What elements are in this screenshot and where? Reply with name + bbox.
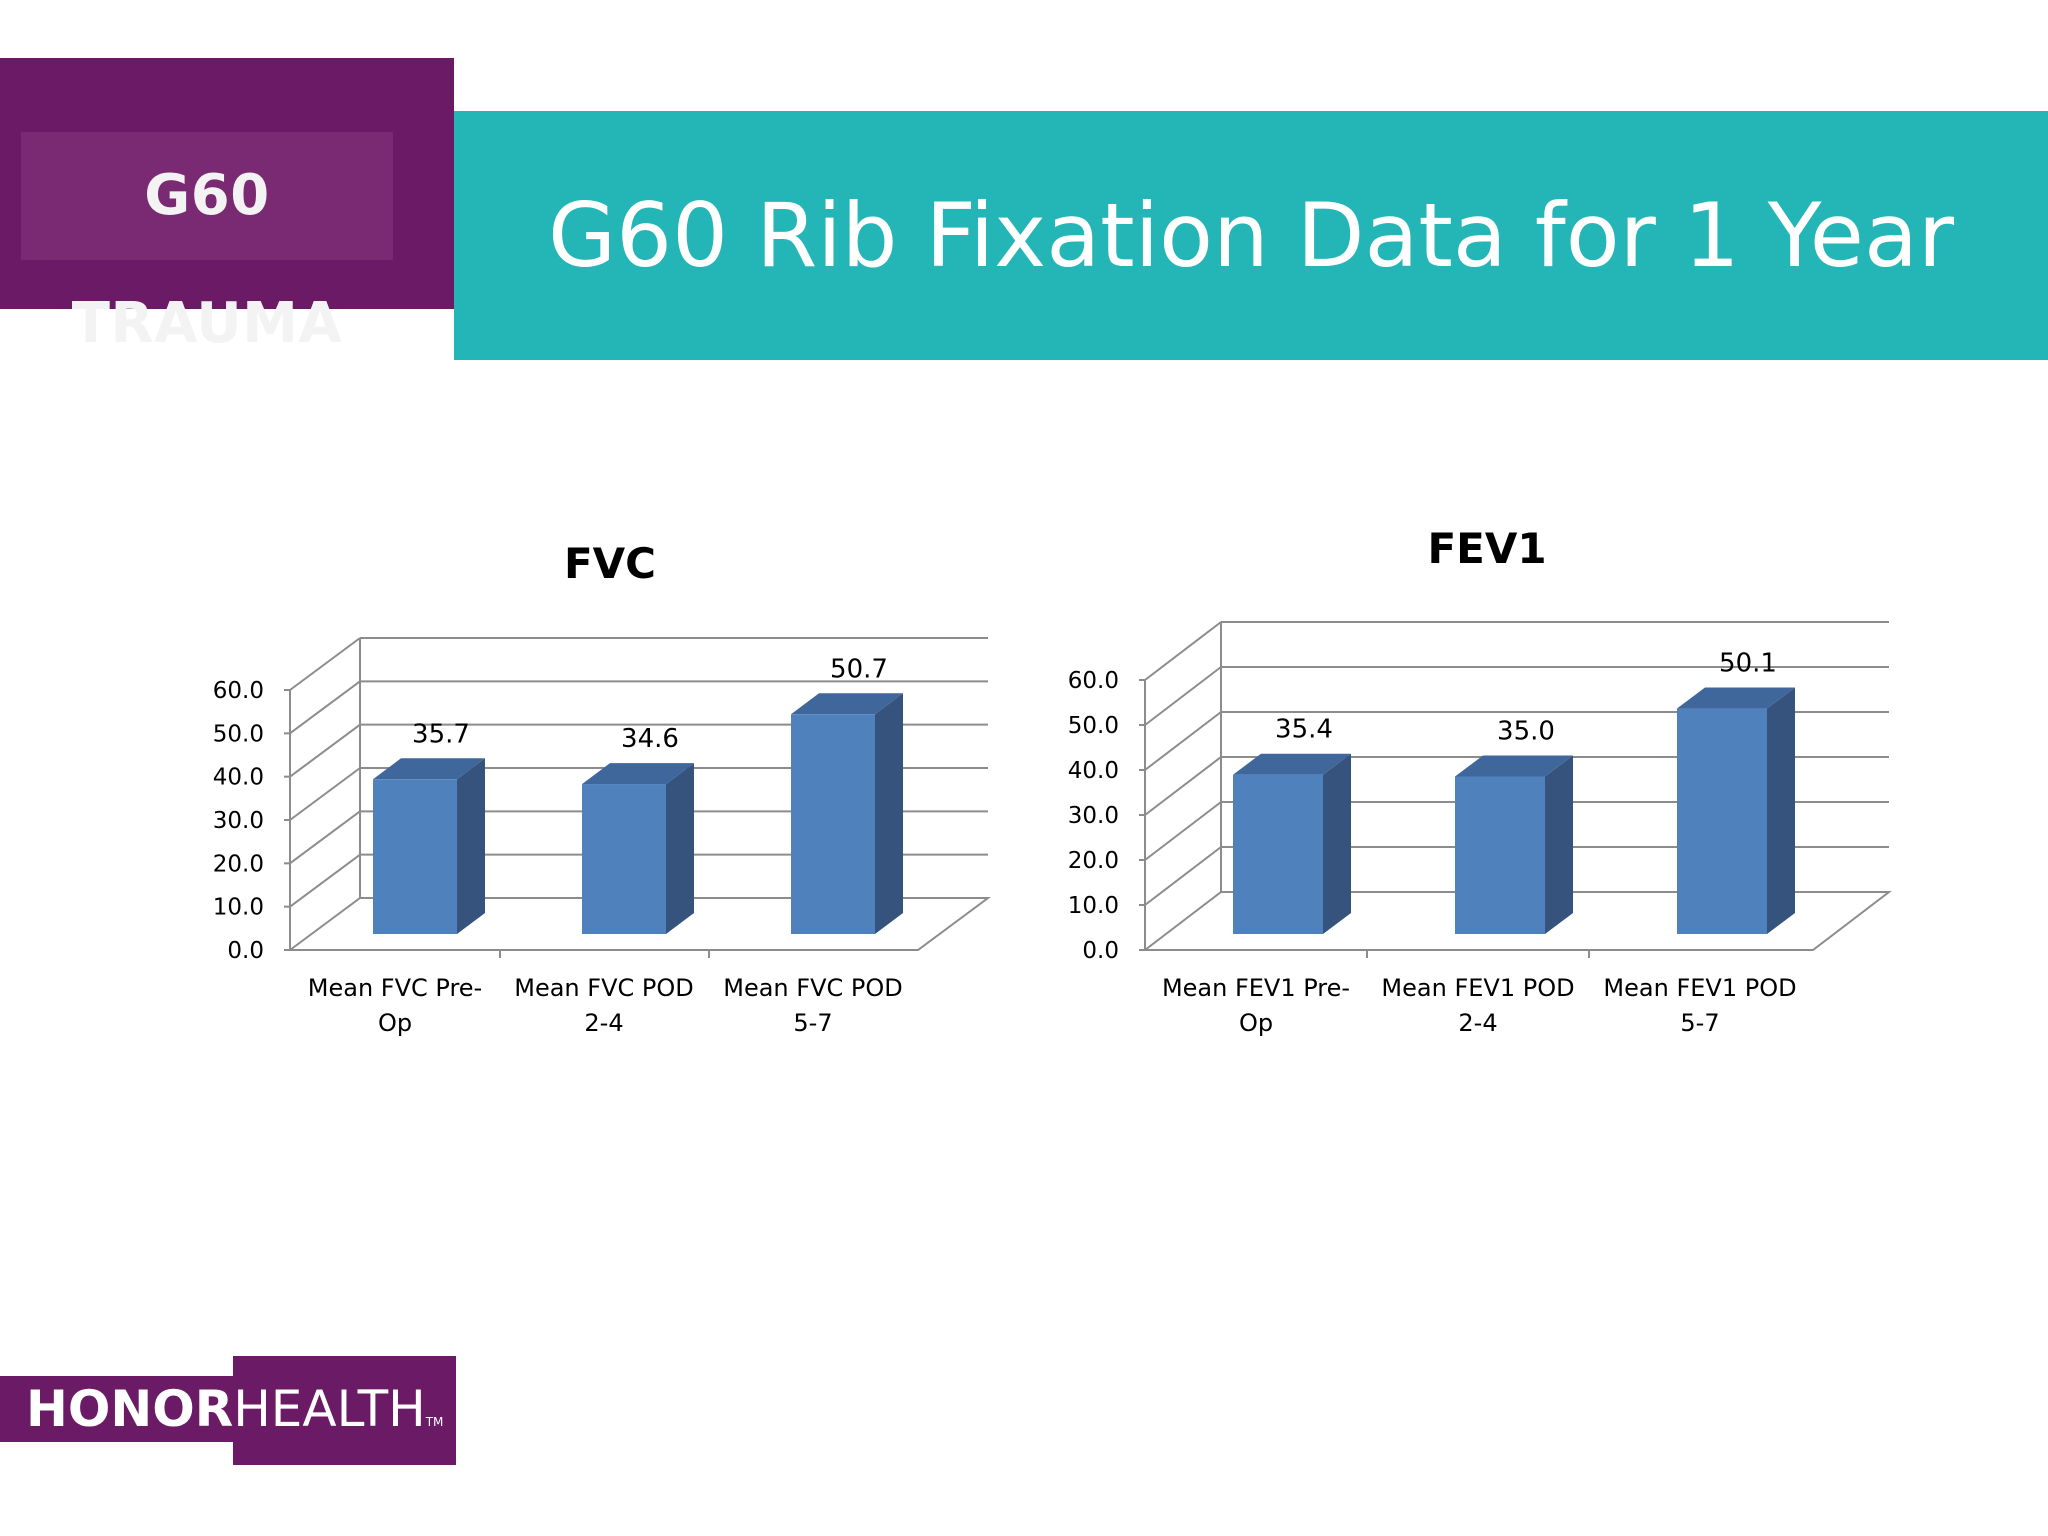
wall-gridline <box>289 637 361 691</box>
bar <box>1233 774 1323 934</box>
y-tick-label: 20.0 <box>1068 848 1119 874</box>
wall-gridline <box>289 680 361 735</box>
bar-side <box>666 763 694 934</box>
category-label: Mean FVC POD <box>723 974 902 1002</box>
category-label: Mean FEV1 POD <box>1381 974 1574 1002</box>
y-tick-label: 0.0 <box>1082 938 1119 964</box>
category-label: Mean FVC POD <box>514 974 693 1002</box>
bar-top <box>582 763 694 785</box>
logo-wordmark: HONORHEALTHTM <box>26 1376 443 1442</box>
data-label: 35.4 <box>1275 715 1333 745</box>
logo-bold-text: HONOR <box>26 1380 234 1438</box>
data-label: 50.1 <box>1719 649 1777 679</box>
bar-side <box>875 693 903 934</box>
honorhealth-logo: HONORHEALTHTM <box>0 1356 456 1465</box>
y-tick-label: 10.0 <box>213 895 264 921</box>
logo-tab <box>233 1356 456 1465</box>
bar <box>1677 708 1767 934</box>
title-band: G60 Rib Fixation Data for 1 Year <box>454 111 2048 360</box>
chart-title: FEV1 <box>1427 524 1546 573</box>
y-tick-label: 50.0 <box>213 721 264 747</box>
wall-gridline <box>1144 621 1222 681</box>
y-tick-label: 50.0 <box>1068 713 1119 739</box>
fev1-chart: FEV1 0.0 10.0 20.0 30.0 40.0 50.0 60.0 35.4 35.0 5… <box>1068 524 1892 1037</box>
wall-gridline <box>1144 756 1222 816</box>
bar-top <box>791 693 903 715</box>
chart-floor <box>1142 891 1892 951</box>
category-label: Op <box>1239 1009 1273 1037</box>
chart-title: FVC <box>564 539 656 588</box>
y-tick-label: 20.0 <box>213 851 264 877</box>
bar <box>582 784 666 934</box>
wall-gridline <box>1144 846 1222 906</box>
y-tick-label: 0.0 <box>227 938 264 964</box>
bar-side <box>457 758 485 934</box>
logo-light-text: HEALTH <box>233 1380 426 1438</box>
data-label: 35.0 <box>1497 717 1555 747</box>
data-label: 50.7 <box>830 654 888 684</box>
y-tick-label: 40.0 <box>213 765 264 791</box>
category-label: Op <box>378 1009 412 1037</box>
bar <box>1455 776 1545 934</box>
bar-side <box>1545 755 1573 934</box>
logo-trademark: TM <box>425 1415 444 1429</box>
y-tick-label: 60.0 <box>1068 668 1119 694</box>
category-label: Mean FEV1 POD <box>1603 974 1796 1002</box>
category-label: Mean FEV1 Pre- <box>1162 974 1350 1002</box>
bar-side <box>1767 687 1795 934</box>
data-label: 34.6 <box>621 724 679 754</box>
category-label: 5-7 <box>1680 1009 1719 1037</box>
y-tick-label: 30.0 <box>213 808 264 834</box>
y-tick-label: 30.0 <box>1068 803 1119 829</box>
wall-gridline <box>289 810 361 865</box>
bar-side <box>1323 753 1351 934</box>
category-label: Mean FVC Pre- <box>308 974 482 1002</box>
category-label: 5-7 <box>793 1009 832 1037</box>
bar <box>373 779 457 934</box>
category-label: 2-4 <box>1458 1009 1497 1037</box>
brand-tag: G60 TRAUMA <box>21 132 393 356</box>
bar-top <box>1233 753 1351 775</box>
wall-gridline <box>1144 801 1222 861</box>
y-tick-label: 40.0 <box>1068 758 1119 784</box>
y-tick-label: 60.0 <box>213 678 264 704</box>
bar-top <box>1677 687 1795 709</box>
page-title: G60 Rib Fixation Data for 1 Year <box>547 184 1955 287</box>
fvc-chart: FVC 0.0 10.0 20.0 30.0 40.0 50.0 60.0 35.7 34.6 50… <box>213 539 992 1037</box>
y-tick-label: 10.0 <box>1068 893 1119 919</box>
bar-top <box>373 758 485 780</box>
wall-gridline <box>289 767 361 821</box>
wall-gridline <box>289 723 361 778</box>
wall-gridline <box>1144 666 1222 726</box>
brand-block: G60 TRAUMA <box>0 58 454 356</box>
wall-gridline <box>1144 711 1222 771</box>
bar-top <box>1455 755 1573 777</box>
wall-gridline <box>289 853 361 908</box>
data-label: 35.7 <box>412 719 470 749</box>
bar <box>791 714 875 934</box>
category-label: 2-4 <box>584 1009 623 1037</box>
